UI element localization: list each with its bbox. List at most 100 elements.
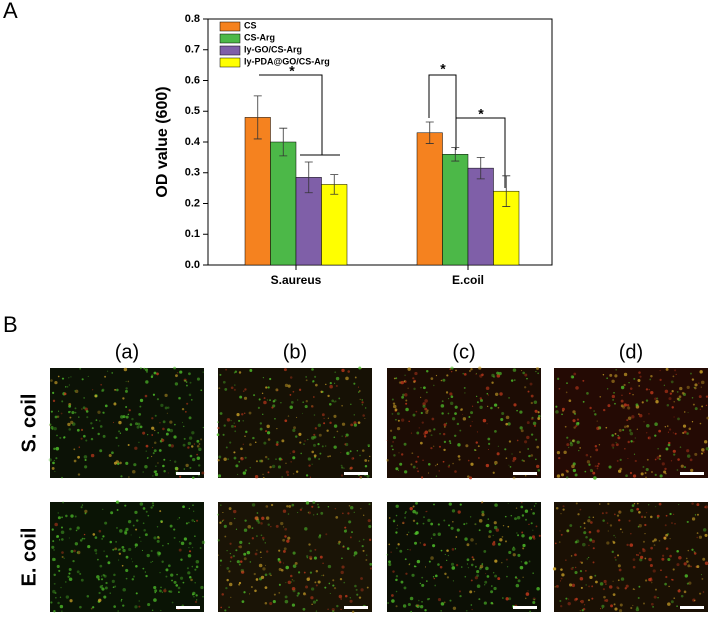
cell-dot <box>555 405 558 408</box>
cell-dot <box>494 392 499 396</box>
cell-dot <box>238 371 242 374</box>
cell-dot <box>670 600 674 604</box>
cell-dot <box>474 576 478 580</box>
cell-dot <box>404 516 407 519</box>
cell-dot <box>450 562 455 566</box>
cell-dot <box>354 584 357 588</box>
cell-dot <box>449 442 452 444</box>
cell-dot <box>265 386 268 389</box>
cell-dot <box>566 436 569 439</box>
cell-dot <box>360 577 363 580</box>
cell-dot <box>101 389 104 393</box>
cell-dot <box>77 473 81 476</box>
cell-dot <box>449 392 453 396</box>
cell-dot <box>407 548 409 551</box>
cell-dot <box>465 609 468 612</box>
cell-dot <box>499 538 503 542</box>
cell-dot <box>492 471 495 474</box>
cell-dot <box>650 470 653 474</box>
cell-dot <box>104 586 108 590</box>
cell-dot <box>487 405 489 407</box>
cell-dot <box>196 439 200 443</box>
cell-dot <box>280 521 284 526</box>
y-axis-title: OD value (600) <box>154 86 171 197</box>
cell-dot <box>580 586 583 589</box>
cell-dot <box>314 375 317 378</box>
cell-dot <box>244 469 248 472</box>
cell-dot <box>613 391 615 394</box>
cell-dot <box>470 462 474 466</box>
cell-dot <box>395 467 399 471</box>
cell-dot <box>598 503 601 505</box>
cell-dot <box>259 551 262 554</box>
cell-dot <box>532 421 537 426</box>
cell-dot <box>327 564 332 569</box>
cell-dot <box>294 435 298 438</box>
cell-dot <box>419 542 421 544</box>
cell-dot <box>646 512 648 514</box>
cell-dot <box>598 444 601 446</box>
cell-dot <box>116 462 120 466</box>
cell-dot <box>159 510 162 513</box>
cell-dot <box>147 514 150 517</box>
cell-dot <box>419 582 422 585</box>
cell-dot <box>439 433 441 435</box>
cell-dot <box>223 424 226 427</box>
cell-dot <box>485 524 488 527</box>
cell-dot <box>70 549 74 553</box>
cell-dot <box>491 373 495 378</box>
cell-dot <box>358 540 361 543</box>
cell-dot <box>665 547 669 550</box>
cell-dot <box>473 590 476 593</box>
cell-dot <box>127 413 130 416</box>
cell-dot <box>187 441 191 446</box>
cell-dot <box>83 533 86 536</box>
cell-dot <box>563 450 567 455</box>
cell-dot <box>635 554 638 556</box>
cell-dot <box>296 416 298 418</box>
cell-dot <box>245 430 248 434</box>
cell-dot <box>580 561 584 564</box>
cell-dot <box>437 563 440 566</box>
cell-dot <box>163 469 166 473</box>
cell-dot <box>459 503 462 506</box>
cell-dot <box>138 441 140 444</box>
cell-dot <box>455 536 458 538</box>
cell-dot <box>180 541 185 546</box>
cell-dot <box>691 397 694 399</box>
cell-dot <box>56 535 60 538</box>
cell-dot <box>498 371 502 376</box>
cell-dot <box>415 531 419 535</box>
cell-dot <box>645 399 649 402</box>
cell-dot <box>317 443 320 446</box>
cell-dot <box>56 564 60 568</box>
cell-dot <box>535 370 537 373</box>
cell-dot <box>423 435 427 438</box>
cell-dot <box>614 374 618 378</box>
cell-dot <box>262 476 265 479</box>
cell-dot <box>567 598 570 600</box>
cell-dot <box>408 531 410 533</box>
cell-dot <box>176 371 179 374</box>
cell-dot <box>218 387 221 390</box>
cell-dot <box>190 578 193 582</box>
cell-dot <box>61 538 64 541</box>
cell-dot <box>426 598 430 601</box>
cell-dot <box>228 606 230 608</box>
cell-dot <box>536 586 540 591</box>
cell-dot <box>624 587 627 590</box>
cell-dot <box>499 392 503 396</box>
cell-dot <box>78 446 81 448</box>
cell-dot <box>463 523 466 526</box>
cell-dot <box>182 505 185 509</box>
cell-dot <box>281 476 284 478</box>
cell-dot <box>457 443 461 447</box>
cell-dot <box>425 410 429 414</box>
cell-dot <box>475 441 478 444</box>
cell-dot <box>60 530 65 535</box>
cell-dot <box>660 569 662 572</box>
cell-dot <box>200 389 203 392</box>
cell-dot <box>632 588 635 590</box>
cell-dot <box>682 431 685 435</box>
cell-dot <box>537 469 541 472</box>
